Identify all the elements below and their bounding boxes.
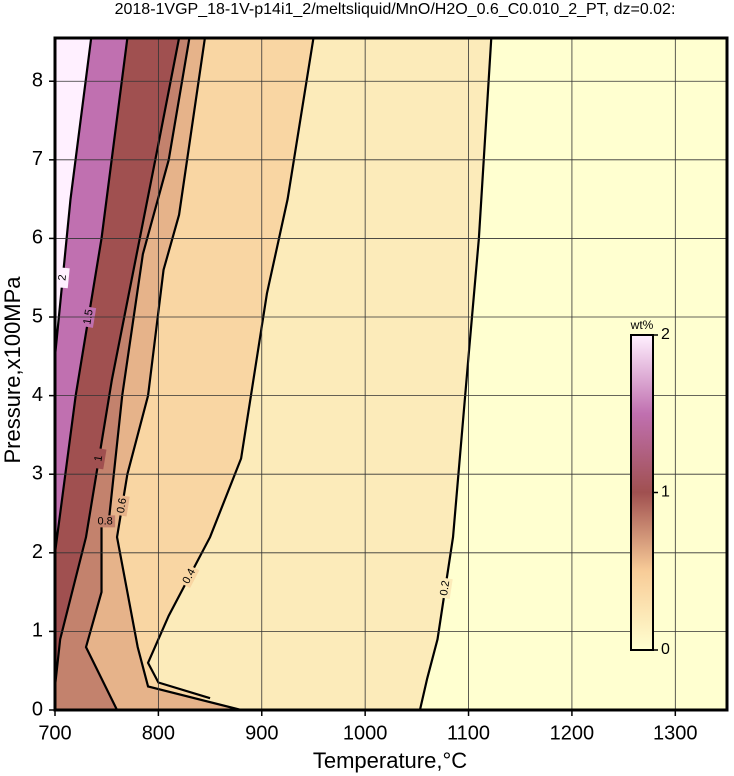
contour-label-bg bbox=[437, 577, 453, 599]
contour-line bbox=[146, 38, 315, 700]
contour-fill bbox=[55, 38, 92, 710]
contour-fill bbox=[55, 38, 128, 710]
colorbar-tick-label: 0 bbox=[661, 641, 670, 658]
x-axis-label: Temperature,°C bbox=[313, 748, 467, 773]
contour-label-bg bbox=[55, 267, 70, 289]
contour-line bbox=[55, 38, 93, 357]
contour-label-bg bbox=[179, 564, 200, 589]
x-tick-label: 1100 bbox=[447, 722, 490, 744]
y-tick-label: 2 bbox=[32, 541, 43, 563]
x-tick-label: 1300 bbox=[653, 722, 698, 744]
y-tick-label: 0 bbox=[32, 698, 43, 720]
contour-label-bg bbox=[91, 447, 107, 470]
colorbar bbox=[630, 334, 654, 651]
plot-frame bbox=[53, 36, 729, 712]
plot-area: 0.20.40.60.811.52 bbox=[55, 38, 727, 710]
colorbar-tick-label: 2 bbox=[661, 326, 670, 343]
y-tick-label: 3 bbox=[32, 462, 43, 484]
x-tick-label: 800 bbox=[142, 722, 175, 744]
contour-label: 0.6 bbox=[115, 497, 129, 514]
contour-label: 0.8 bbox=[97, 515, 112, 527]
y-tick-label: 7 bbox=[32, 148, 43, 170]
contour-label: 0.2 bbox=[438, 580, 452, 597]
y-tick-label: 6 bbox=[32, 227, 43, 249]
y-tick-label: 4 bbox=[32, 384, 43, 406]
colorbar-tick-label: 1 bbox=[661, 484, 670, 501]
x-tick-label: 900 bbox=[245, 722, 278, 744]
contour-label: 2 bbox=[56, 274, 69, 281]
x-tick-label: 700 bbox=[38, 722, 71, 744]
contour-label-bg bbox=[114, 494, 130, 517]
y-tick-label: 5 bbox=[32, 305, 43, 327]
contour-label: 1 bbox=[92, 454, 105, 462]
y-tick-label: 8 bbox=[32, 70, 43, 92]
chart-title: 2018-1VGP_18-1V-p14i1_2/meltsliquid/MnO/… bbox=[115, 1, 676, 18]
y-axis-label: Pressure,x100MPa bbox=[0, 276, 25, 464]
y-tick-label: 1 bbox=[32, 620, 43, 642]
x-tick-label: 1200 bbox=[550, 722, 595, 744]
colorbar-label: wt% bbox=[630, 318, 654, 332]
x-tick-label: 1000 bbox=[343, 722, 388, 744]
contour-label-bg bbox=[95, 515, 116, 528]
